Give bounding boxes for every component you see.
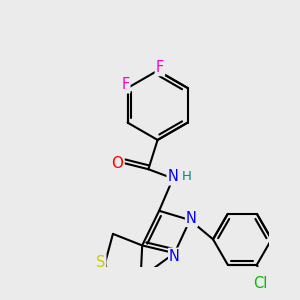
Text: F: F [156, 60, 164, 75]
Text: F: F [121, 77, 129, 92]
Text: H: H [182, 170, 192, 183]
Text: S: S [96, 255, 105, 270]
Text: Cl: Cl [254, 276, 268, 291]
Text: N: N [186, 211, 197, 226]
Text: O: O [112, 155, 124, 170]
Text: N: N [169, 249, 180, 264]
Text: N: N [168, 169, 178, 184]
